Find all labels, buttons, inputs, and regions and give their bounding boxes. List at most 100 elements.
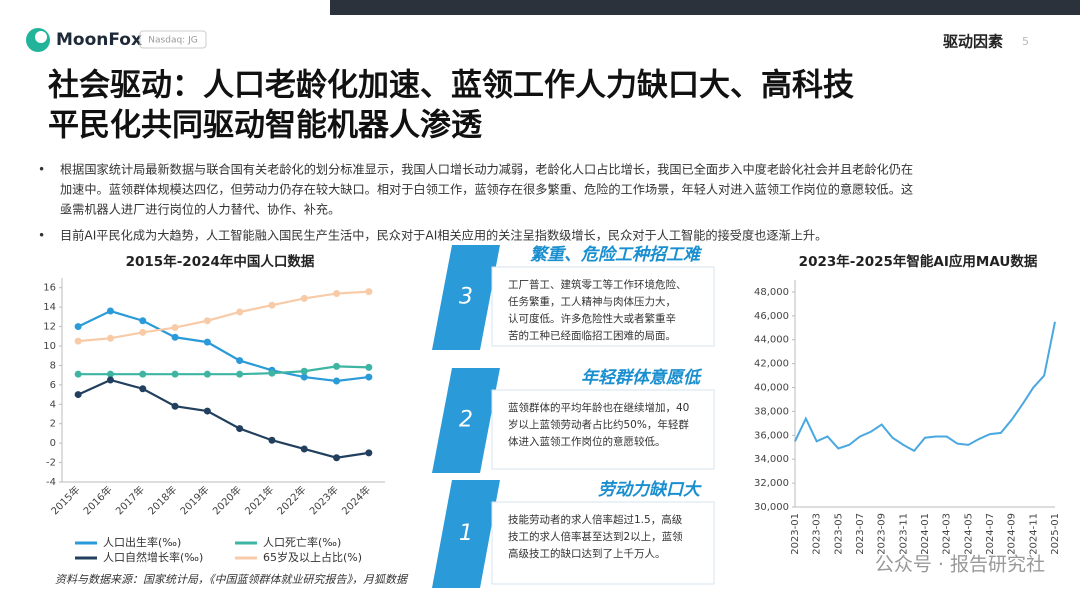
legend-label: 人口死亡率(‰) xyxy=(263,535,341,549)
y-tick-label: 16 xyxy=(43,283,56,294)
logo: MoonFox xyxy=(56,30,142,50)
bullet-text: 亟需机器人进厂进行岗位的人力替代、协作、补充。 xyxy=(60,202,340,217)
bullet-text: 目前AI平民化成为大趋势，人工智能融入国民生产生活中，民众对于AI相关应用的关注… xyxy=(60,228,827,243)
x-tick-label: 2025-01 xyxy=(1050,513,1061,555)
y-tick-label: 46,000 xyxy=(754,311,789,322)
point xyxy=(300,294,308,302)
legend-label: 人口自然增长率(‰) xyxy=(103,550,203,564)
y-tick-label: 44,000 xyxy=(754,335,789,346)
title: 平民化共同驱动智能机器人渗透 xyxy=(48,108,482,144)
x-tick-label: 2023-11 xyxy=(898,513,909,555)
source: 资料与数据来源：国家统计局，《中国蓝领群体就业研究报告》，月狐数据 xyxy=(55,573,409,586)
y-tick-label: 10 xyxy=(43,341,56,352)
panel-box xyxy=(491,266,715,347)
number-tab xyxy=(432,368,500,473)
bullet-text: 根据国家统计局最新数据与联合国有关老龄化的划分标准显示，我国人口增长动力减弱，老… xyxy=(60,162,913,177)
panel-number: 3 xyxy=(459,285,473,310)
point xyxy=(74,370,82,378)
page-number: 5 xyxy=(1022,35,1029,48)
point xyxy=(203,317,211,325)
bullet-dot: • xyxy=(38,229,45,243)
panel-title: 年轻群体意愿低 xyxy=(581,368,703,388)
point xyxy=(236,357,244,365)
panel-text: 技工的求人倍率甚至达到2以上，蓝领 xyxy=(508,530,683,543)
y-tick-label: 40,000 xyxy=(754,383,789,394)
section: 驱动因素 xyxy=(943,33,1003,51)
y-tick-label: -2 xyxy=(46,458,56,469)
line xyxy=(78,290,369,343)
x-tick-label: 2023-05 xyxy=(833,513,844,555)
x-tick-label: 2015年 xyxy=(48,483,82,517)
point xyxy=(171,333,179,341)
point xyxy=(171,370,179,378)
x-tick-label: 2024-07 xyxy=(985,513,996,555)
panel-text: 工厂普工、建筑零工等工作环境危险、 xyxy=(508,278,687,291)
point xyxy=(139,317,147,325)
legend-label: 65岁及以上占比(%) xyxy=(263,550,362,564)
point xyxy=(106,334,114,342)
y-tick-label: 14 xyxy=(43,302,56,313)
point xyxy=(74,337,82,345)
point xyxy=(74,323,82,331)
y-tick-label: -4 xyxy=(46,477,56,488)
point xyxy=(268,436,276,444)
point xyxy=(139,370,147,378)
point xyxy=(203,370,211,378)
point xyxy=(236,308,244,316)
point xyxy=(365,449,373,457)
panel-box xyxy=(491,501,715,585)
point xyxy=(139,385,147,393)
point xyxy=(74,391,82,399)
panel-text: 蓝领群体的平均年龄也在继续增加，40 xyxy=(508,401,689,414)
x-tick-label: 2023-09 xyxy=(877,513,888,555)
legend-label: 人口出生率(‰) xyxy=(103,535,181,549)
panel-text: 认可度低。许多危险性大或者繁重辛 xyxy=(508,312,676,325)
panel-number: 1 xyxy=(459,521,473,546)
point xyxy=(106,370,114,378)
x-tick-label: 2019年 xyxy=(177,483,211,517)
panel-text: 岁以上蓝领劳动者占比约50%，年轻群 xyxy=(508,418,689,431)
x-tick-label: 2016年 xyxy=(80,483,114,517)
number-tab xyxy=(432,245,500,350)
x-tick-label: 2020年 xyxy=(210,483,244,517)
line xyxy=(77,378,370,459)
y-tick-label: 0 xyxy=(50,438,56,449)
x-tick-label: 2017年 xyxy=(113,483,147,517)
y-tick-label: 38,000 xyxy=(754,406,789,417)
top-bar xyxy=(330,0,1080,15)
x-tick-label: 2024-05 xyxy=(963,513,974,555)
x-tick-label: 2018年 xyxy=(145,483,179,517)
panel-box xyxy=(491,389,715,470)
point xyxy=(300,367,308,375)
point xyxy=(236,425,244,433)
y-tick-label: 12 xyxy=(43,322,56,333)
y-tick-label: 6 xyxy=(50,380,56,391)
x-tick-label: 2024-11 xyxy=(1028,513,1039,555)
panel-text: 苦的工种已经面临招工困难的局面。 xyxy=(508,329,676,342)
panel-text: 技能劳动者的求人倍率超过1.5，高级 xyxy=(508,513,683,526)
line xyxy=(77,309,369,383)
point xyxy=(139,328,147,336)
point xyxy=(300,445,308,453)
point xyxy=(171,324,179,332)
x-tick-label: 2021年 xyxy=(242,483,276,517)
y-tick-label: 30,000 xyxy=(754,502,789,513)
point xyxy=(365,288,373,296)
bullet-dot: • xyxy=(38,163,45,177)
x-tick-label: 2024-01 xyxy=(920,513,931,555)
point xyxy=(106,307,114,315)
logo-icon-inner xyxy=(35,31,47,43)
y-tick-label: 2 xyxy=(50,419,56,430)
ticker-box xyxy=(139,30,207,49)
y-tick-label: 34,000 xyxy=(754,454,789,465)
line xyxy=(794,321,1056,453)
panel-title: 劳动力缺口大 xyxy=(598,480,702,500)
x-tick-label: 2023-03 xyxy=(812,513,823,555)
point xyxy=(171,402,179,410)
point xyxy=(365,363,373,371)
panel-text: 高级技工的缺口达到了上千万人。 xyxy=(508,547,666,560)
y-tick-label: 36,000 xyxy=(754,430,789,441)
x-tick-label: 2023年 xyxy=(307,483,341,517)
title: 社会驱动：人口老龄化加速、蓝领工作人力缺口大、高科技 xyxy=(48,68,854,104)
